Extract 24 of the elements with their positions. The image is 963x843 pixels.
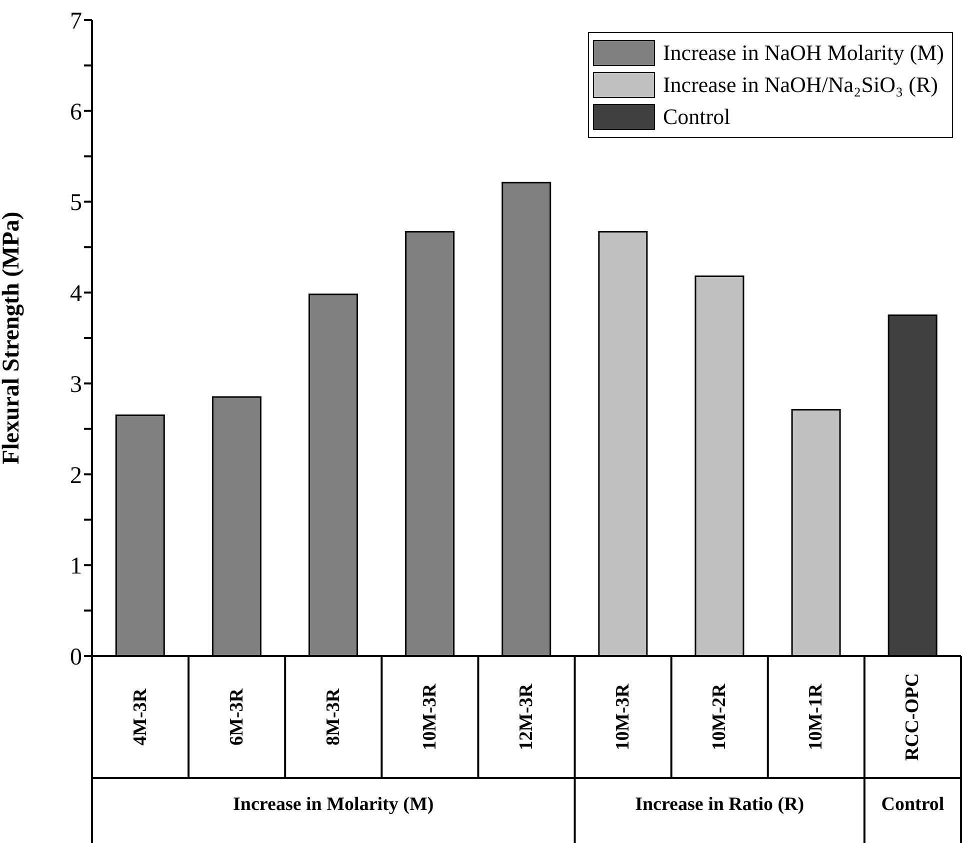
legend-label: Increase in NaOH/Na₂SiO₃ (R) [662,72,938,98]
legend-label: Control [662,104,730,130]
x-tick-label: 10M-2R [709,683,730,750]
text: Control [881,794,944,815]
text: Increase in Molarity (M) [233,794,434,815]
y-tick-label: 0 [70,644,82,671]
legend-label: Increase in NaOH Molarity (M) [662,40,944,66]
x-tick-label: 8M-3R [322,688,344,746]
y-tick-label: 3 [70,372,82,398]
y-tick-label: 6 [70,99,82,126]
x-tick-label: 4M-3R [130,688,151,746]
x-tick-label: 10M-3R [419,683,440,750]
y-tick-label: 5 [70,190,82,216]
text: Increase in Ratio (R) [635,794,804,815]
x-tick-label: 6M-3R [226,688,248,746]
y-tick-label: 4 [70,281,82,308]
x-tick-label: 10M-1R [806,683,827,750]
y-tick-label: 1 [70,554,82,580]
x-tick-label: 10M-3R [612,683,634,750]
y-axis-title: Flexural Strength (MPa) [0,212,25,464]
x-tick-label: RCC-OPC [902,673,924,761]
y-tick-label: 7 [70,8,82,35]
x-tick-label: 12M-3R [516,683,537,750]
y-tick-label: 2 [70,462,82,489]
